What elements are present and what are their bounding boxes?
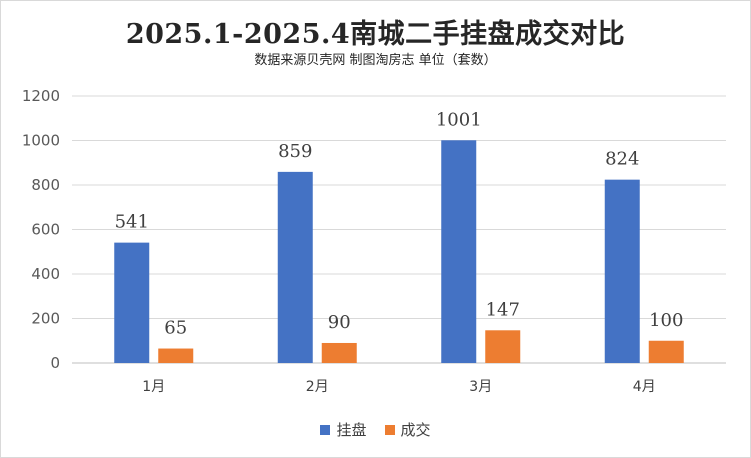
data-label-deal-3: 147 [486, 299, 520, 320]
data-label-deal-2: 90 [328, 312, 351, 333]
bar-listing-1 [114, 242, 150, 363]
bar-deal-1 [158, 348, 194, 363]
data-label-listing-2: 859 [278, 141, 312, 162]
x-tick-label-1: 1月 [142, 379, 165, 395]
data-label-listing-1: 541 [115, 212, 149, 233]
y-tick-label-2: 400 [31, 265, 60, 283]
data-label-listing-3: 1001 [436, 109, 482, 130]
y-tick-label-3: 600 [31, 221, 60, 239]
legend-swatch-listing [320, 424, 331, 435]
y-tick-label-4: 800 [31, 176, 60, 194]
bar-listing-4 [604, 179, 640, 363]
bar-deal-4 [648, 340, 684, 363]
bar-deal-3 [485, 330, 521, 363]
data-label-deal-1: 65 [164, 318, 187, 339]
x-tick-label-3: 3月 [469, 379, 492, 395]
legend-label-listing: 挂盘 [336, 421, 367, 439]
legend-label-deal: 成交 [400, 421, 431, 439]
data-label-deal-4: 100 [649, 310, 683, 331]
chart-title: 2025.1-2025.4南城二手挂盘成交对比 [125, 19, 626, 50]
y-tick-label-1: 200 [31, 310, 60, 328]
data-label-listing-4: 824 [605, 149, 639, 170]
bar-listing-3 [441, 140, 477, 363]
y-tick-label-0: 0 [50, 354, 60, 372]
legend-item-deal: 成交 [384, 419, 431, 440]
bar-listing-2 [277, 171, 313, 363]
x-tick-label-4: 4月 [633, 379, 656, 395]
bar-deal-2 [321, 342, 357, 363]
x-tick-label-2: 2月 [306, 379, 329, 395]
y-tick-label-6: 1200 [22, 87, 60, 105]
legend: 挂盘 成交 [0, 419, 751, 440]
legend-item-listing: 挂盘 [320, 419, 367, 440]
legend-swatch-deal [384, 424, 395, 435]
chart-subtitle: 数据来源贝壳网 制图淘房志 单位（套数） [254, 53, 497, 68]
y-tick-label-5: 1000 [22, 132, 60, 150]
